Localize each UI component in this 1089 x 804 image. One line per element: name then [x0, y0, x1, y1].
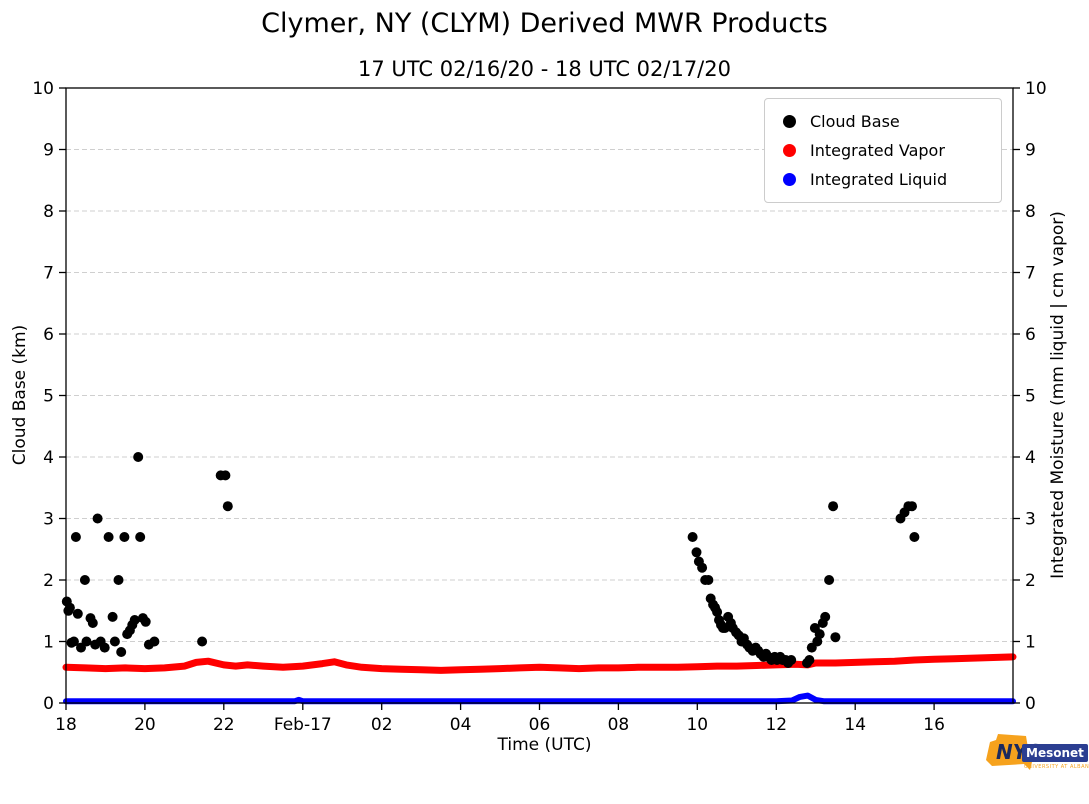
- scatter-point: [824, 575, 835, 585]
- legend-label: Cloud Base: [810, 112, 900, 131]
- svg-text:10: 10: [32, 79, 54, 99]
- series-integrated-liquid: [63, 692, 1016, 705]
- svg-text:4: 4: [43, 448, 54, 468]
- svg-text:3: 3: [1025, 510, 1036, 530]
- svg-text:06: 06: [529, 715, 551, 735]
- scatter-point: [907, 501, 917, 512]
- svg-text:4: 4: [1025, 448, 1036, 468]
- cloud-base-marker-icon: [783, 115, 796, 128]
- svg-text:10: 10: [686, 715, 708, 735]
- svg-text:8: 8: [1025, 202, 1036, 222]
- svg-text:10: 10: [1025, 79, 1047, 99]
- legend-label: Integrated Vapor: [810, 141, 945, 160]
- svg-text:3: 3: [43, 510, 54, 530]
- scatter-point: [222, 501, 233, 512]
- ny-state-shape-icon: [986, 734, 1057, 770]
- svg-text:04: 04: [450, 715, 472, 735]
- series-integrated-vapor: [62, 653, 1017, 674]
- scatter-point: [68, 636, 79, 647]
- scatter-point: [87, 618, 98, 628]
- integrated-vapor-marker-icon: [783, 144, 796, 157]
- y-axis-label-left: Cloud Base (km): [10, 324, 30, 466]
- logo-caption-text: UNIVERSITY AT ALBANY: [1024, 764, 1089, 770]
- logo-mesonet-text: Mesonet: [1022, 744, 1088, 762]
- chart-title: Clymer, NY (CLYM) Derived MWR Products: [261, 8, 828, 39]
- scatter-point: [149, 636, 160, 647]
- legend: Cloud Base Integrated Vapor Integrated L…: [764, 98, 1002, 203]
- scatter-point: [70, 532, 81, 542]
- svg-text:Feb-17: Feb-17: [274, 715, 332, 735]
- scatter-point: [81, 636, 92, 647]
- scatter-point: [820, 611, 831, 622]
- chart-subtitle: 17 UTC 02/16/20 - 18 UTC 02/17/20: [358, 57, 731, 81]
- y-axis-label-right: Integrated Moisture (mm liquid | cm vapo…: [1048, 211, 1068, 579]
- svg-text:2: 2: [1025, 571, 1036, 591]
- legend-label: Integrated Liquid: [810, 170, 948, 189]
- scatter-point: [107, 611, 118, 622]
- svg-text:2: 2: [43, 571, 54, 591]
- scatter-point: [197, 636, 208, 647]
- series-cloud-base: [61, 452, 920, 668]
- scatter-point: [814, 629, 825, 640]
- svg-text:1: 1: [43, 633, 54, 653]
- scatter-point: [113, 575, 124, 585]
- svg-text:7: 7: [1025, 264, 1036, 284]
- scatter-point: [220, 470, 231, 481]
- scatter-point: [103, 532, 114, 542]
- svg-text:0: 0: [1025, 694, 1036, 714]
- scatter-point: [909, 532, 920, 542]
- svg-text:12: 12: [765, 715, 787, 735]
- scatter-point: [828, 501, 839, 512]
- scatter-point: [119, 532, 130, 542]
- scatter-point: [691, 547, 702, 558]
- y-axis-ticks: 0 0 1 1 2 2 3 3 4 4 5 5 6 6 7 7 8 8 9 9 10 10: [32, 79, 1046, 714]
- scatter-point: [72, 608, 83, 619]
- gridlines: [66, 149, 1013, 642]
- scatter-point: [135, 532, 146, 542]
- scatter-point: [703, 575, 714, 585]
- scatter-point: [129, 615, 140, 625]
- svg-text:18: 18: [55, 715, 77, 735]
- svg-text:02: 02: [371, 715, 393, 735]
- scatter-point: [99, 642, 110, 653]
- svg-text:20: 20: [134, 715, 156, 735]
- scatter-point: [92, 513, 103, 524]
- scatter-point: [687, 532, 698, 542]
- svg-text:16: 16: [923, 715, 945, 735]
- scatter-point: [140, 616, 151, 627]
- scatter-point: [712, 607, 723, 617]
- svg-text:14: 14: [844, 715, 866, 735]
- scatter-point: [697, 562, 708, 573]
- nys-mesonet-logo: NYS Mesonet UNIVERSITY AT ALBANY: [982, 730, 1089, 796]
- scatter-point: [116, 647, 127, 657]
- scatter-point: [830, 632, 841, 643]
- svg-text:8: 8: [43, 202, 54, 222]
- svg-text:9: 9: [43, 141, 54, 161]
- legend-item-cloud-base: Cloud Base: [775, 107, 991, 136]
- svg-text:9: 9: [1025, 141, 1036, 161]
- legend-item-integrated-liquid: Integrated Liquid: [775, 165, 991, 194]
- svg-text:7: 7: [43, 264, 54, 284]
- scatter-point: [804, 655, 815, 665]
- scatter-point: [786, 655, 797, 665]
- svg-text:08: 08: [608, 715, 630, 735]
- svg-text:1: 1: [1025, 633, 1036, 653]
- svg-text:6: 6: [43, 325, 54, 345]
- x-axis-label: Time (UTC): [497, 735, 592, 755]
- x-axis-ticks: 18 20 22 Feb-17 02 04 06 08 10 12 14 16: [55, 703, 945, 735]
- svg-text:6: 6: [1025, 325, 1036, 345]
- legend-item-integrated-vapor: Integrated Vapor: [775, 136, 991, 165]
- svg-text:5: 5: [43, 387, 54, 407]
- scatter-point: [109, 636, 120, 647]
- scatter-point: [133, 452, 144, 462]
- svg-text:22: 22: [213, 715, 235, 735]
- scatter-point: [79, 575, 90, 585]
- integrated-liquid-marker-icon: [783, 173, 796, 186]
- svg-text:0: 0: [43, 694, 54, 714]
- svg-text:5: 5: [1025, 387, 1036, 407]
- scatter-point: [64, 602, 75, 613]
